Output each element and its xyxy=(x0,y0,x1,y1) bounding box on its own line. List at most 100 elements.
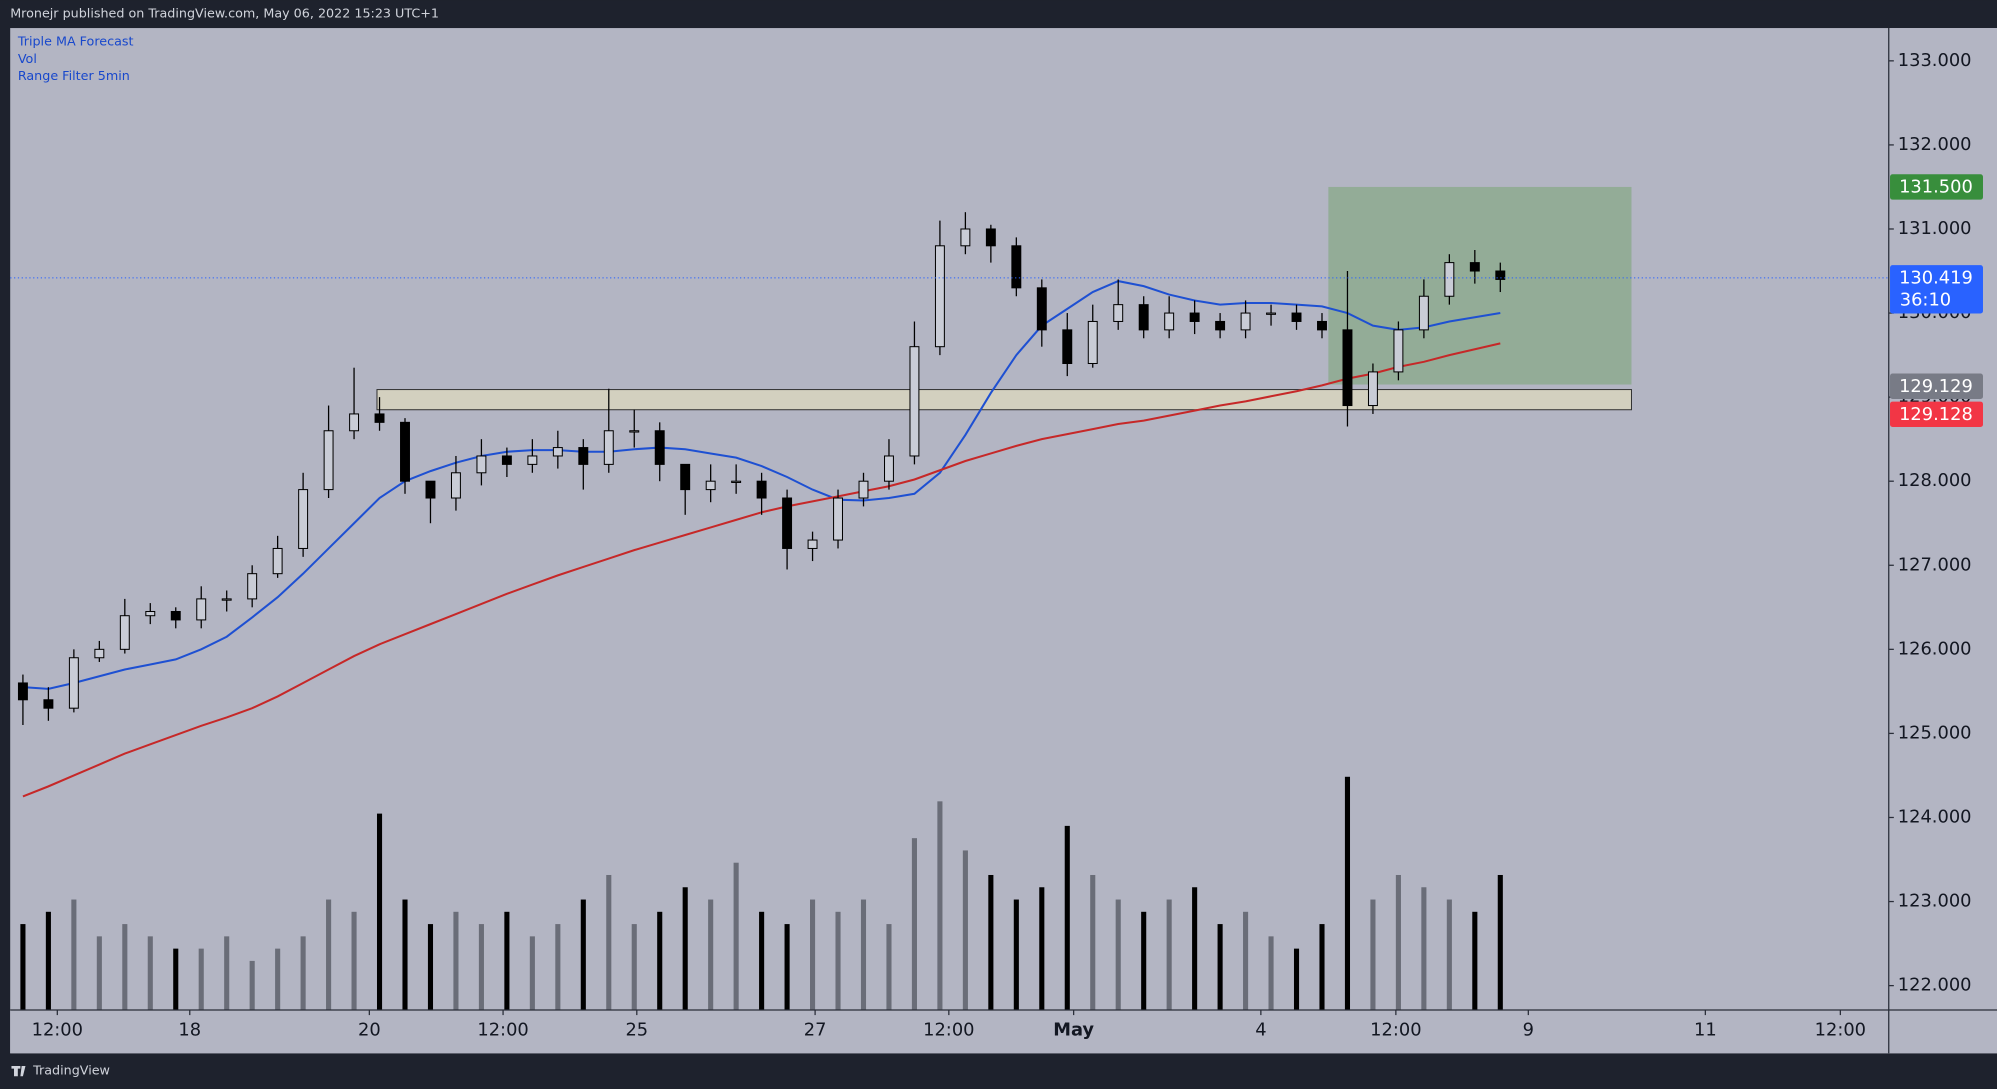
brand-text: TradingView xyxy=(32,1064,110,1079)
y-tick-label: 133.000 xyxy=(1898,50,1972,71)
candle-body xyxy=(934,245,945,348)
price-label: 129.128 xyxy=(1899,404,1973,425)
volume-bar xyxy=(962,850,968,1010)
x-tick-label: 12:00 xyxy=(923,1019,974,1040)
candle-body xyxy=(731,480,742,483)
volume-bar xyxy=(1166,899,1172,1010)
price-label-bg xyxy=(1890,401,1983,428)
volume-bar xyxy=(580,899,586,1010)
y-tick-label: 128.000 xyxy=(1898,470,1972,491)
candle-body xyxy=(1087,320,1098,365)
candle-body xyxy=(1240,312,1251,331)
candle-body xyxy=(527,455,538,465)
candle-body xyxy=(833,497,843,541)
candle-body xyxy=(374,413,385,423)
candle-body xyxy=(1342,329,1353,407)
volume-bar xyxy=(351,911,357,1010)
y-tick-label: 125.000 xyxy=(1898,722,1972,743)
candle-body xyxy=(196,598,207,621)
x-tick-label: 12:00 xyxy=(1815,1019,1866,1040)
volume-bar xyxy=(1039,887,1045,1010)
legend-item: Range Filter 5min xyxy=(18,69,130,84)
volume-bar xyxy=(376,813,383,1010)
volume-bar xyxy=(657,911,663,1010)
candle-body xyxy=(858,480,869,499)
candle-body xyxy=(17,682,28,701)
volume-bar xyxy=(1319,924,1325,1010)
volume-bar xyxy=(733,862,739,1010)
volume-bar xyxy=(173,948,179,1010)
x-tick-label: 25 xyxy=(625,1019,648,1040)
volume-bar xyxy=(1013,899,1019,1010)
candle-body xyxy=(705,480,716,491)
x-tick-label: 11 xyxy=(1694,1019,1717,1040)
volume-bar xyxy=(147,936,153,1010)
volume-bar xyxy=(810,899,816,1010)
volume-bar xyxy=(1497,874,1503,1010)
candle-body xyxy=(1062,329,1073,365)
volume-bar xyxy=(1090,874,1096,1010)
brand: TradingView xyxy=(11,1064,110,1079)
x-tick-label: 12:00 xyxy=(32,1019,83,1040)
candle-body xyxy=(501,455,512,465)
candle-body xyxy=(43,699,54,709)
volume-bar xyxy=(835,911,841,1010)
volume-bar xyxy=(937,801,943,1010)
moving-average xyxy=(22,280,1501,690)
candle-body xyxy=(654,430,665,465)
y-tick-label: 124.000 xyxy=(1898,806,1972,827)
x-tick-label: 18 xyxy=(178,1019,201,1040)
candle-body xyxy=(1367,371,1378,407)
candle-body xyxy=(1495,270,1506,280)
volume-bar xyxy=(453,911,459,1010)
candle-body xyxy=(1164,312,1175,331)
x-tick-label: 4 xyxy=(1255,1019,1266,1040)
y-tick-label: 126.000 xyxy=(1898,638,1972,659)
legend-item: Triple MA Forecast xyxy=(17,35,134,50)
candle-body xyxy=(119,615,130,650)
volume-bar xyxy=(555,924,561,1010)
candle-body xyxy=(756,480,767,499)
volume-bar xyxy=(275,948,281,1010)
price-label: 129.129 xyxy=(1899,376,1973,397)
volume-bar xyxy=(1115,899,1121,1010)
x-tick-label: 12:00 xyxy=(477,1019,528,1040)
candle-body xyxy=(1036,287,1047,331)
volume-bar xyxy=(1421,887,1427,1010)
time-axis-bg xyxy=(10,1009,1997,1054)
candle-body xyxy=(323,430,334,491)
volume-bar xyxy=(1217,924,1223,1010)
volume-bar xyxy=(784,924,790,1010)
volume-bar xyxy=(224,936,230,1010)
volume-bar xyxy=(20,924,26,1010)
candle-body xyxy=(578,447,589,465)
candle-body xyxy=(298,489,309,549)
volume-bar xyxy=(708,899,714,1010)
candle-body xyxy=(1113,304,1124,322)
x-tick-label: 9 xyxy=(1523,1019,1534,1040)
candle-body xyxy=(400,421,410,482)
volume-bar xyxy=(249,960,255,1010)
volume-bar xyxy=(1064,825,1070,1010)
candle-body xyxy=(985,228,996,247)
publisher-text: Mronejr published on TradingView.com, Ma… xyxy=(10,7,439,22)
candle-body xyxy=(782,497,793,549)
y-tick-label: 123.000 xyxy=(1898,891,1972,912)
volume-bar xyxy=(759,911,765,1010)
candle-body xyxy=(247,573,258,600)
y-tick-label: 127.000 xyxy=(1898,554,1972,575)
volume-bar xyxy=(1446,899,1452,1010)
x-tick-label: 12:00 xyxy=(1370,1019,1421,1040)
chart-background xyxy=(10,28,1997,1054)
candle-body xyxy=(1393,329,1404,373)
candle-body xyxy=(272,547,283,575)
volume-bar xyxy=(1395,874,1401,1010)
y-tick-label: 131.000 xyxy=(1898,218,1972,239)
volume-bar xyxy=(631,924,637,1010)
legend-item: Vol xyxy=(18,52,37,67)
candle-body xyxy=(221,598,232,601)
candle-body xyxy=(170,610,181,621)
volume-bar xyxy=(198,948,204,1010)
volume-bar xyxy=(1472,911,1478,1010)
